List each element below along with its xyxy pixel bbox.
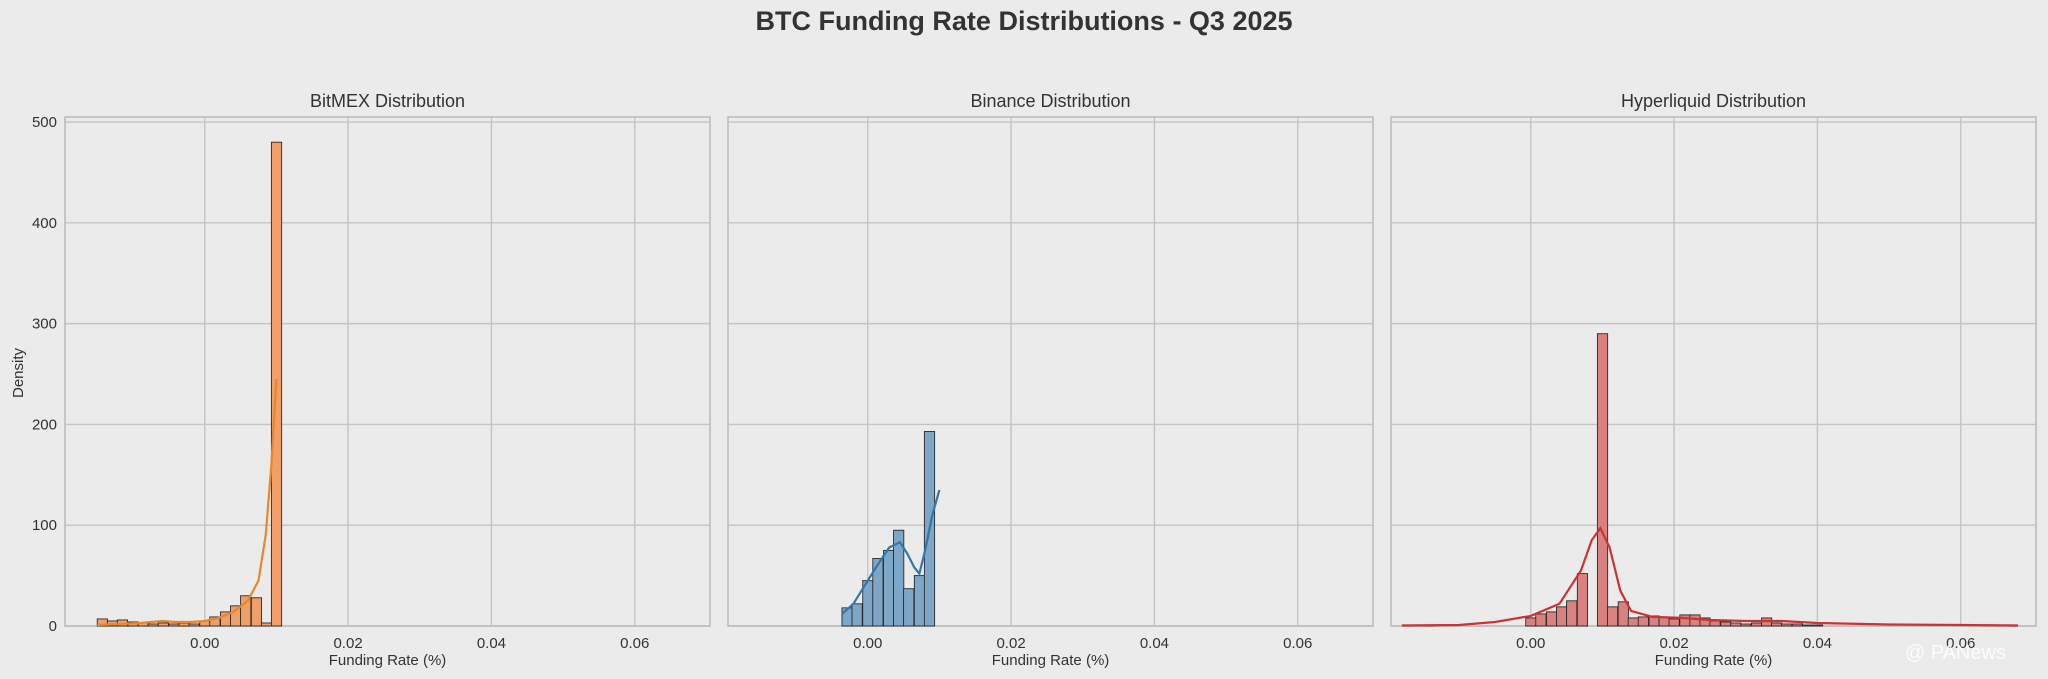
- histogram-bar-2-3: [1546, 611, 1558, 627]
- histogram-bar-0-8: [178, 622, 190, 627]
- histogram-bar-0-11: [209, 616, 221, 627]
- histogram-bar-0-9: [188, 623, 200, 627]
- histogram-bar-0-6: [157, 622, 169, 627]
- histogram-bar-0-16: [260, 622, 273, 627]
- x-axis-label-0: Funding Rate (%): [329, 652, 447, 669]
- kde-line-0: [97, 379, 278, 627]
- histogram-bar-2-24: [1771, 622, 1783, 627]
- histogram-bar-1-6: [903, 588, 915, 627]
- histogram-bar-2-6: [1576, 573, 1589, 627]
- histogram-bar-2-16: [1689, 614, 1701, 627]
- histogram-bar-2-18: [1709, 620, 1721, 627]
- y-tick-label-5: 500: [32, 114, 57, 131]
- kde-line-2: [1401, 526, 2019, 627]
- x-tick-label-1-3: 0.06: [1283, 635, 1312, 652]
- histogram-bar-2-4: [1556, 606, 1568, 627]
- x-tick-label-2-2: 0.04: [1803, 635, 1832, 652]
- x-tick-label-0-1: 0.02: [333, 635, 362, 652]
- histogram-bar-2-15: [1679, 614, 1691, 627]
- axes-frame-0: [64, 116, 711, 627]
- histogram-bar-2-25: [1781, 623, 1793, 627]
- y-tick-label-0: 0: [49, 618, 57, 635]
- histogram-bar-2-21: [1740, 623, 1752, 627]
- x-tick-label-1-0: 0.00: [853, 635, 882, 652]
- kde-line-1: [841, 489, 941, 615]
- y-tick-label-3: 300: [32, 316, 57, 333]
- histogram-bar-2-1: [1525, 617, 1537, 627]
- panel-title-2: Hyperliquid Distribution: [1621, 91, 1806, 111]
- x-axis-label-2: Funding Rate (%): [1655, 652, 1773, 669]
- y-tick-label-1: 100: [32, 517, 57, 534]
- histogram-bar-2-11: [1637, 616, 1649, 627]
- histogram-bar-2-9: [1617, 601, 1629, 627]
- histogram-bar-2-14: [1668, 618, 1680, 627]
- panel-title-0: BitMEX Distribution: [310, 91, 465, 111]
- histogram-bar-2-7: [1596, 333, 1609, 627]
- histogram-bar-2-26: [1791, 623, 1804, 627]
- panel-title-1: Binance Distribution: [970, 91, 1130, 111]
- histogram-bar-0-15: [250, 597, 263, 627]
- watermark: @ PANews: [1904, 642, 2006, 664]
- x-tick-label-2-0: 0.00: [1516, 635, 1545, 652]
- histogram-bar-2-20: [1730, 622, 1742, 627]
- histogram-bar-2-2: [1535, 613, 1547, 627]
- histogram-bar-2-5: [1566, 600, 1578, 627]
- x-tick-label-0-2: 0.04: [477, 635, 506, 652]
- histogram-bar-2-27: [1801, 624, 1814, 627]
- histogram-bar-1-7: [913, 575, 926, 627]
- histogram-bar-1-4: [883, 549, 895, 627]
- x-axis-label-1: Funding Rate (%): [992, 652, 1110, 669]
- x-tick-label-2-1: 0.02: [1659, 635, 1688, 652]
- histogram-bar-0-14: [240, 595, 252, 627]
- histogram-bar-2-10: [1627, 617, 1639, 627]
- x-tick-label-2-3: 0.06: [1946, 635, 1975, 652]
- histogram-bar-2-19: [1720, 621, 1732, 627]
- histogram-bar-2-28: [1811, 624, 1824, 627]
- histogram-bar-1-3: [872, 558, 884, 627]
- histogram-bar-2-8: [1606, 606, 1619, 627]
- x-tick-label-1-1: 0.02: [996, 635, 1025, 652]
- x-tick-label-0-0: 0.00: [190, 635, 219, 652]
- histogram-bar-0-5: [147, 623, 159, 627]
- histogram-bar-2-22: [1751, 622, 1763, 627]
- axes-frame-1: [727, 116, 1374, 627]
- histogram-bar-0-7: [168, 623, 180, 627]
- histogram-bar-1-1: [851, 603, 863, 627]
- y-tick-label-4: 400: [32, 215, 57, 232]
- axes-frame-2: [1390, 116, 2037, 627]
- x-tick-label-0-3: 0.06: [620, 635, 649, 652]
- figure-title: BTC Funding Rate Distributions - Q3 2025: [755, 6, 1293, 36]
- x-tick-label-1-2: 0.04: [1140, 635, 1169, 652]
- y-axis-label: Density: [10, 347, 27, 398]
- y-tick-label-2: 200: [32, 416, 57, 433]
- histogram-bar-1-5: [893, 529, 905, 627]
